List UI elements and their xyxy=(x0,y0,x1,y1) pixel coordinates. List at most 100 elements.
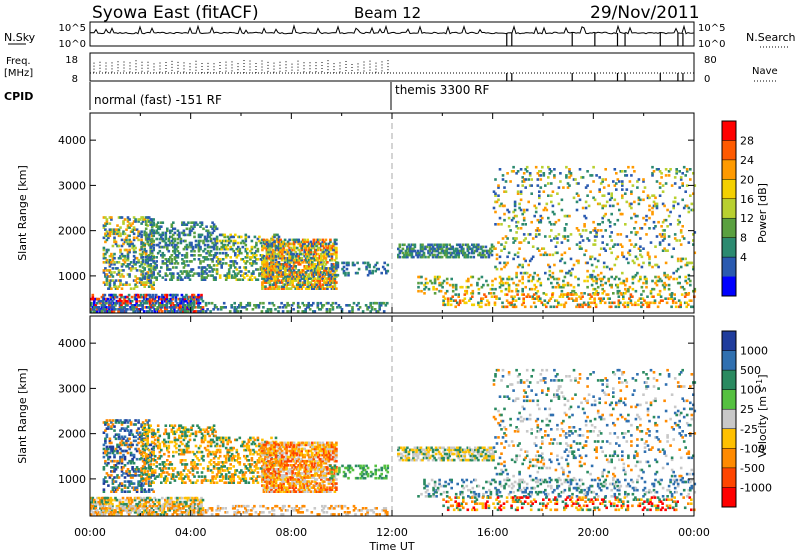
data-cell xyxy=(279,275,282,278)
data-cell xyxy=(303,238,306,242)
data-cell xyxy=(521,275,524,279)
data-cell xyxy=(375,267,379,271)
data-cell xyxy=(119,447,122,451)
data-cell xyxy=(300,244,303,248)
data-cell xyxy=(472,251,476,255)
data-cell xyxy=(265,252,269,256)
data-cell xyxy=(312,254,316,258)
data-cell xyxy=(151,513,155,516)
data-cell xyxy=(129,224,133,227)
data-cell xyxy=(140,216,143,219)
data-cell xyxy=(253,251,257,255)
data-cell xyxy=(209,239,213,243)
data-cell xyxy=(288,246,291,250)
data-cell xyxy=(687,303,690,307)
data-cell xyxy=(532,297,536,300)
data-cell xyxy=(608,305,611,309)
data-cell xyxy=(596,202,600,206)
data-cell xyxy=(125,443,128,447)
data-cell xyxy=(144,256,148,259)
data-cell xyxy=(103,498,107,502)
data-cell xyxy=(615,172,618,175)
data-cell xyxy=(494,287,497,291)
data-cell xyxy=(406,247,409,251)
data-cell xyxy=(229,245,232,249)
data-cell xyxy=(255,243,258,247)
data-cell xyxy=(153,268,157,271)
data-cell xyxy=(422,251,426,255)
data-cell xyxy=(161,260,165,263)
data-cell xyxy=(307,246,311,250)
data-cell xyxy=(117,244,121,248)
data-cell xyxy=(115,301,119,305)
data-cell xyxy=(131,246,134,250)
data-cell xyxy=(192,310,196,313)
data-cell xyxy=(161,306,164,309)
data-cell xyxy=(151,297,155,301)
data-cell xyxy=(271,301,274,305)
data-cell xyxy=(515,214,518,218)
data-cell xyxy=(104,273,107,276)
data-cell xyxy=(663,273,666,277)
data-cell xyxy=(143,268,146,271)
data-cell xyxy=(107,423,110,426)
data-cell xyxy=(689,194,692,197)
data-cell xyxy=(601,283,604,287)
data-cell xyxy=(140,235,143,239)
data-cell xyxy=(99,502,102,506)
data-cell xyxy=(118,500,122,504)
data-cell xyxy=(351,261,355,265)
data-cell xyxy=(115,504,119,508)
data-cell xyxy=(134,472,137,475)
data-cell xyxy=(297,269,300,272)
data-cell xyxy=(200,223,204,226)
data-cell xyxy=(274,263,278,266)
data-cell xyxy=(436,247,439,251)
data-cell xyxy=(661,184,665,187)
data-cell xyxy=(265,275,269,278)
data-cell xyxy=(215,260,219,263)
data-cell xyxy=(105,238,109,242)
data-cell xyxy=(143,276,146,279)
data-cell xyxy=(137,447,140,451)
data-cell xyxy=(294,271,297,274)
data-cell xyxy=(281,306,285,309)
data-cell xyxy=(130,509,134,512)
data-cell xyxy=(551,275,555,279)
data-cell xyxy=(114,308,117,311)
data-cell xyxy=(132,304,135,307)
data-cell xyxy=(273,281,276,284)
data-cell xyxy=(513,208,517,212)
data-cell xyxy=(267,250,270,254)
data-cell xyxy=(312,265,316,268)
data-cell xyxy=(177,306,181,309)
data-cell xyxy=(255,268,258,271)
data-cell xyxy=(628,180,632,183)
data-cell xyxy=(148,297,152,301)
data-cell xyxy=(550,239,553,242)
data-cell xyxy=(609,301,613,305)
data-cell xyxy=(152,229,155,233)
data-cell xyxy=(575,227,579,230)
data-cell xyxy=(109,301,113,305)
data-cell xyxy=(198,301,202,305)
data-cell xyxy=(332,263,335,266)
data-cell xyxy=(234,266,237,269)
data-cell xyxy=(128,242,131,246)
data-cell xyxy=(531,295,534,298)
data-cell xyxy=(289,265,293,268)
data-cell xyxy=(110,252,113,256)
data-cell xyxy=(678,275,681,279)
data-cell xyxy=(280,242,284,246)
data-cell xyxy=(116,476,119,479)
data-cell xyxy=(114,468,118,471)
data-cell xyxy=(307,267,311,270)
data-cell xyxy=(222,306,226,309)
data-cell xyxy=(595,231,598,234)
data-cell xyxy=(436,243,439,247)
data-cell xyxy=(568,172,571,175)
data-cell xyxy=(140,233,143,237)
data-cell xyxy=(113,256,116,260)
data-cell xyxy=(135,285,139,288)
data-cell xyxy=(135,486,139,489)
